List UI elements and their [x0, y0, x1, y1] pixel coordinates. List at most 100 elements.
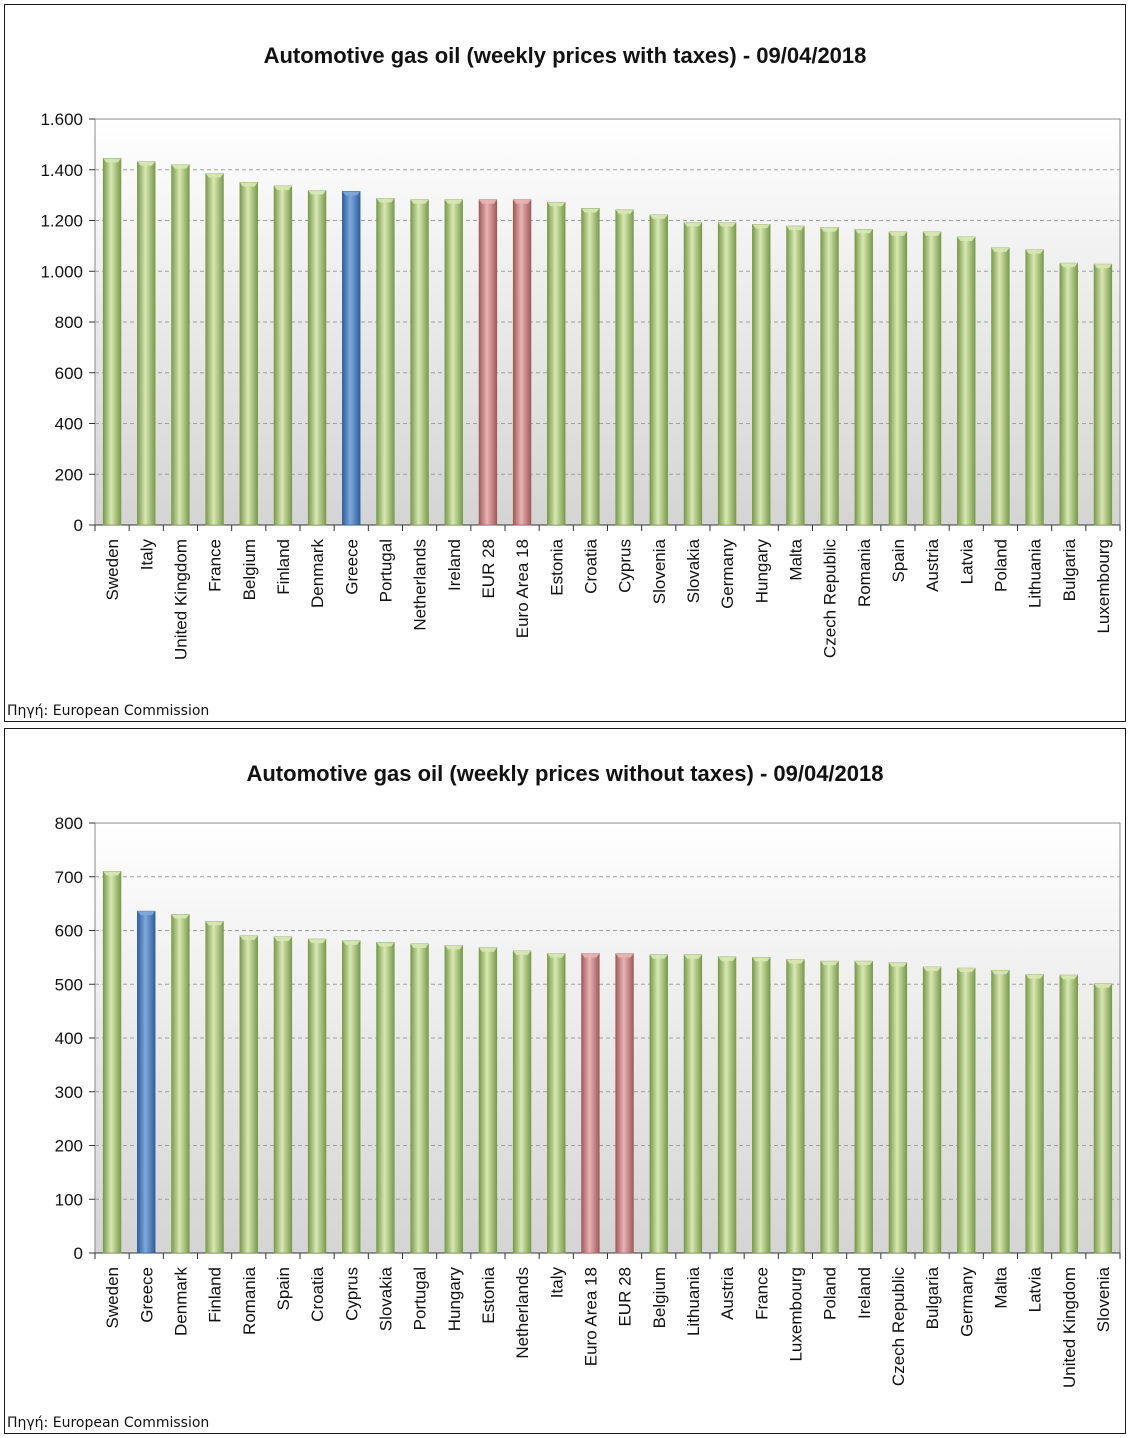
x-tick-label: Belgium	[650, 1267, 669, 1328]
x-tick-label: Bulgaria	[1060, 538, 1079, 601]
bar-body	[786, 959, 805, 1254]
x-tick-label: Malta	[786, 538, 805, 580]
bar-body	[581, 208, 600, 526]
x-tick-label: Belgium	[240, 539, 259, 600]
x-tick-label: Italy	[137, 539, 156, 571]
bar	[273, 936, 293, 1254]
y-tick-label: 1.400	[40, 161, 83, 180]
bar-cap	[684, 954, 702, 959]
bar	[342, 940, 361, 1254]
bar-cap	[513, 950, 531, 955]
bar-body	[102, 158, 122, 526]
bar-body	[239, 182, 258, 526]
bar	[683, 222, 703, 526]
bar	[581, 208, 600, 526]
bar-cap	[342, 191, 361, 196]
bar-body	[717, 222, 737, 526]
bar-body	[615, 953, 634, 1254]
bar-body	[888, 231, 908, 526]
x-tick-label: Czech Republic	[889, 1267, 908, 1387]
bar	[888, 962, 908, 1254]
bar-cap	[171, 914, 190, 919]
y-tick-label: 400	[55, 1029, 83, 1048]
x-tick-label: EUR 28	[479, 539, 498, 599]
bar-body	[171, 164, 190, 526]
bar-body	[410, 943, 429, 1254]
x-tick-label: Luxembourg	[786, 1267, 805, 1362]
x-tick-label: Greece	[342, 539, 361, 595]
bar-cap	[649, 214, 668, 219]
bar	[171, 914, 190, 1254]
bar-cap	[854, 229, 873, 234]
bar	[410, 943, 429, 1254]
bar	[615, 953, 634, 1254]
bar	[1025, 249, 1044, 526]
x-tick-label: Poland	[821, 1267, 840, 1320]
bar-body	[205, 921, 224, 1254]
bar-body	[273, 936, 293, 1254]
x-tick-label: Germany	[718, 539, 737, 609]
bar-body	[820, 227, 839, 526]
bar	[922, 231, 942, 526]
bar	[478, 947, 498, 1254]
chart-title: Automotive gas oil (weekly prices withou…	[246, 761, 884, 786]
x-tick-label: EUR 28	[616, 1267, 635, 1327]
x-tick-label: Bulgaria	[923, 1266, 942, 1329]
bar	[171, 164, 190, 526]
bar-body	[376, 942, 395, 1254]
bar	[991, 247, 1010, 526]
bar-cap	[718, 222, 736, 227]
bar-body	[991, 969, 1010, 1254]
bar-body	[1025, 974, 1044, 1254]
x-tick-label: Estonia	[547, 538, 566, 595]
bar-cap	[1094, 983, 1112, 988]
bar-cap	[991, 970, 1010, 975]
x-tick-label: Czech Republic	[821, 539, 840, 659]
bar-cap	[205, 921, 224, 926]
bar	[239, 935, 258, 1254]
bar-body	[444, 945, 463, 1254]
bar-cap	[274, 936, 292, 941]
bar-cap	[103, 158, 121, 163]
x-tick-label: Cyprus	[616, 539, 635, 593]
bar-cap	[1025, 249, 1044, 254]
bar	[478, 199, 498, 526]
x-tick-label: Finland	[206, 1267, 225, 1323]
bar-body	[512, 950, 532, 1254]
bar	[307, 938, 327, 1254]
y-tick-label: 0	[74, 1244, 83, 1263]
bar-cap	[957, 968, 976, 973]
x-tick-label: Latvia	[957, 538, 976, 584]
x-tick-label: Croatia	[581, 538, 600, 593]
bar	[752, 957, 771, 1254]
bar-chart-with-taxes: 0 200 400 600 800 1.000 1.200 1.400 1.600 Sweden I…	[40, 110, 1121, 660]
x-tick-label: Euro Area 18	[513, 539, 532, 638]
bar-body	[410, 199, 429, 526]
bar	[137, 910, 156, 1254]
bar-body	[205, 173, 224, 526]
bar-cap	[444, 199, 463, 204]
bar-cap	[581, 208, 600, 213]
bar-cap	[410, 199, 429, 204]
x-tick-label: Netherlands	[411, 539, 430, 631]
bar-cap	[239, 935, 258, 940]
bar-body	[478, 947, 498, 1254]
bar-cap	[991, 247, 1010, 252]
x-tick-label: Slovakia	[684, 538, 703, 603]
bar-cap	[957, 236, 976, 241]
x-tick-label: Ireland	[855, 1267, 874, 1319]
bar	[410, 199, 429, 526]
x-tick-label: Germany	[957, 1267, 976, 1337]
bar-body	[239, 935, 258, 1254]
bar-cap	[615, 953, 634, 958]
y-tick-label: 200	[55, 1137, 83, 1156]
bar-cap	[1059, 975, 1078, 980]
x-tick-label: Hungary	[445, 1267, 464, 1332]
bar	[888, 231, 908, 526]
x-tick-label: France	[206, 539, 225, 592]
bar	[957, 236, 976, 526]
source-note: Πηγή: European Commission	[7, 1415, 210, 1431]
x-tick-label: Austria	[923, 538, 942, 591]
bar-body	[649, 954, 668, 1254]
x-tick-label: Hungary	[752, 539, 771, 604]
